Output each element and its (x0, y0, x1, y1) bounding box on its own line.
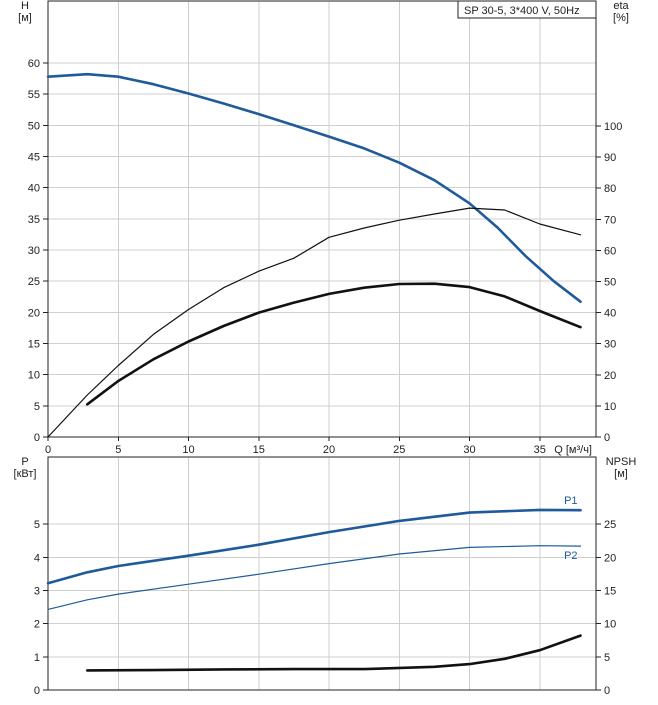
y-tick-label-left: 5 (34, 401, 40, 413)
y-axis-unit-left: [м] (18, 12, 32, 24)
series-label-p1: P1 (564, 495, 577, 507)
y-tick-label-left: 5 (34, 519, 40, 531)
y-tick-label-right: 0 (604, 432, 610, 444)
title-box (457, 0, 597, 19)
y-tick-label-left: 4 (34, 552, 40, 564)
y-tick-label-right: 20 (604, 370, 616, 382)
chart-title: SP 30-5, 3*400 V, 50Hz (464, 5, 580, 17)
y-tick-label-right: 90 (604, 152, 616, 164)
x-axis-label: Q [м³/ч] (554, 444, 592, 456)
x-tick-label: 10 (182, 444, 194, 456)
y-tick-label-left: 60 (28, 58, 40, 70)
y-tick-label-right: 70 (604, 214, 616, 226)
y-tick-label-left: 0 (34, 685, 40, 697)
y-tick-label-right: 10 (604, 619, 616, 631)
y-tick-label-right: 25 (604, 519, 616, 531)
y-tick-label-left: 25 (28, 276, 40, 288)
y-axis-label-right: NPSH (606, 456, 637, 468)
plot-frame (47, 456, 597, 691)
y-tick-label-left: 15 (28, 339, 40, 351)
y-tick-label-left: 2 (34, 619, 40, 631)
y-axis-label-right: eta (613, 0, 629, 12)
y-tick-label-right: 5 (604, 652, 610, 664)
y-tick-label-left: 30 (28, 245, 40, 257)
y-tick-label-right: 30 (604, 339, 616, 351)
y-tick-label-left: 55 (28, 89, 40, 101)
y-tick-label-right: 10 (604, 401, 616, 413)
x-tick-label: 20 (323, 444, 335, 456)
x-tick-label: 35 (534, 444, 546, 456)
y-tick-label-right: 60 (604, 245, 616, 257)
series-line-0-2 (86, 282, 582, 406)
y-tick-label-right: 15 (604, 586, 616, 598)
y-tick-label-left: 0 (34, 432, 40, 444)
y-axis-unit-right: [м] (614, 468, 628, 480)
y-axis-unit-right: [%] (613, 12, 629, 24)
y-tick-label-left: 40 (28, 183, 40, 195)
y-tick-label-right: 20 (604, 552, 616, 564)
y-axis-unit-left: [кВт] (14, 468, 37, 480)
x-tick-label: 0 (45, 444, 51, 456)
series-label-p2: P2 (564, 550, 577, 562)
y-tick-label-left: 50 (28, 120, 40, 132)
y-tick-label-right: 50 (604, 277, 616, 289)
y-tick-label-left: 45 (28, 152, 40, 164)
y-tick-label-left: 35 (28, 214, 40, 226)
x-tick-label: 30 (463, 444, 475, 456)
y-tick-label-left: 1 (34, 652, 40, 664)
series-line-p2 (47, 545, 582, 610)
series-line-0-1 (47, 207, 582, 438)
x-tick-label: 15 (253, 444, 265, 456)
series-line-0-0 (46, 72, 582, 303)
y-tick-label-left: 10 (28, 370, 40, 382)
y-axis-label-left: P (21, 456, 28, 468)
y-tick-label-right: 0 (604, 685, 610, 697)
series-line-1-2 (86, 634, 582, 672)
x-tick-label: 5 (115, 444, 121, 456)
series-line-p1 (46, 508, 582, 585)
x-tick-label: 25 (393, 444, 405, 456)
y-tick-label-right: 40 (604, 308, 616, 320)
y-tick-label-left: 3 (34, 586, 40, 598)
y-tick-label-right: 100 (604, 121, 622, 133)
y-tick-label-right: 80 (604, 183, 616, 195)
y-tick-label-left: 20 (28, 307, 40, 319)
y-axis-label-left: H (21, 0, 29, 12)
